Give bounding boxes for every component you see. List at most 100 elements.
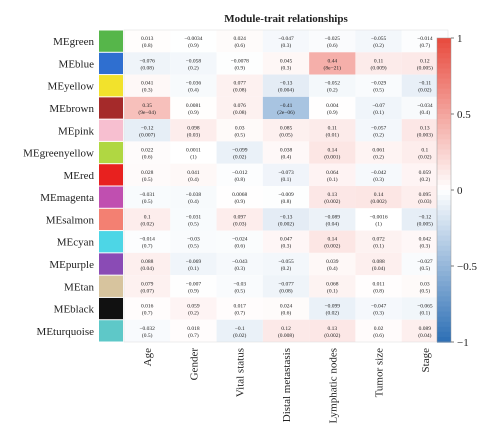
cell-pvalue: (0.7) — [142, 243, 153, 250]
cell-pvalue: (0.2) — [281, 265, 292, 272]
cell-correlation: 0.13 — [420, 125, 430, 131]
cell-correlation: 0.045 — [280, 58, 293, 64]
cell-pvalue: (0.004) — [278, 87, 294, 94]
colorbar-segment — [437, 68, 451, 75]
cell-pvalue: (0.002) — [324, 243, 340, 250]
cell-pvalue: (0.3) — [142, 87, 153, 94]
cell-correlation: 0.013 — [141, 36, 154, 42]
colorbar-segment — [437, 53, 451, 59]
heatmap-cell — [355, 163, 402, 186]
heatmap-cell — [262, 208, 310, 231]
cell-correlation: 0.061 — [372, 148, 385, 154]
cell-pvalue: (0.3) — [281, 243, 292, 250]
cell-correlation: 0.1 — [144, 214, 151, 220]
cell-correlation: −0.0078 — [231, 58, 249, 64]
colorbar-segment — [437, 255, 451, 262]
heatmap-cell — [216, 275, 263, 298]
heatmap-cell — [124, 141, 171, 164]
cell-correlation: 0.14 — [374, 192, 384, 198]
cell-pvalue: (0.6) — [327, 42, 338, 49]
cell-pvalue: (0.07) — [140, 287, 153, 294]
cell-pvalue: (0.3) — [373, 310, 384, 317]
colorbar-segment — [437, 225, 451, 232]
cell-pvalue: (0.5) — [188, 220, 199, 227]
heatmap-cell — [216, 74, 263, 97]
cell-correlation: 0.016 — [141, 304, 154, 310]
cell-correlation: 0.068 — [326, 281, 339, 287]
colorbar-segment — [437, 139, 451, 145]
cell-correlation: 0.024 — [234, 36, 247, 42]
heatmap-cell — [216, 52, 263, 75]
cell-correlation: −0.036 — [186, 81, 202, 87]
module-color-swatch — [99, 30, 123, 52]
module-color-swatch — [99, 208, 123, 231]
cell-pvalue: (0.02) — [326, 310, 339, 317]
heatmap-cell — [124, 96, 171, 120]
heatmap-cell — [216, 119, 263, 142]
cell-correlation: 0.085 — [280, 125, 293, 131]
cell-correlation: 0.028 — [141, 170, 154, 176]
cell-pvalue: (0.007) — [139, 131, 155, 138]
heatmap-cell — [401, 52, 448, 75]
colorbar-segment — [437, 331, 451, 338]
heatmap-cell — [216, 297, 263, 320]
column-label: Gender — [188, 348, 200, 381]
column-label: Tumor size — [374, 348, 386, 398]
heatmap-cell — [262, 74, 310, 97]
cell-correlation: 0.064 — [326, 170, 339, 176]
colorbar-segment — [437, 195, 451, 201]
colorbar-segment — [437, 291, 451, 297]
colorbar-segment — [437, 88, 451, 95]
heatmap-cell — [401, 186, 448, 209]
cell-correlation: −0.11 — [419, 81, 432, 87]
cell-correlation: 0.089 — [419, 326, 432, 332]
heatmap-cell — [216, 163, 263, 186]
cell-correlation: −0.024 — [232, 237, 248, 243]
cell-pvalue: (0.01) — [326, 131, 339, 138]
cell-pvalue: (0.3) — [373, 176, 384, 183]
heatmap-cell — [401, 275, 448, 298]
cell-pvalue: (0.7) — [234, 310, 245, 317]
heatmap-cell — [124, 52, 171, 75]
cell-pvalue: (0.08) — [279, 287, 292, 294]
cell-pvalue: (9e−04) — [138, 109, 156, 116]
heatmap-cell — [401, 297, 448, 320]
heatmap-cell — [124, 163, 171, 186]
cell-correlation: −0.031 — [186, 214, 202, 220]
colorbar-segment — [437, 311, 451, 318]
cell-correlation: 0.12 — [420, 58, 430, 64]
colorbar-segment — [437, 179, 451, 186]
module-color-swatch — [99, 97, 123, 119]
cell-correlation: 0.098 — [187, 125, 200, 131]
heatmap-cell — [262, 141, 310, 164]
heatmap-cell — [309, 163, 356, 186]
row-label: MEpurple — [49, 259, 94, 271]
heatmap-cell — [262, 96, 310, 120]
colorbar-segment — [437, 83, 451, 90]
cell-pvalue: (0.002) — [371, 198, 387, 205]
row-label: MEgreen — [53, 36, 94, 48]
heatmap-cell — [262, 275, 310, 298]
colorbar-segment — [437, 98, 451, 105]
cell-correlation: −0.014 — [417, 36, 433, 42]
heatmap-cell — [355, 275, 402, 298]
cell-correlation: −0.13 — [280, 81, 293, 87]
cell-correlation: 0.011 — [372, 281, 384, 287]
column-label: Vital status — [235, 348, 247, 397]
cell-pvalue: (0.6) — [234, 243, 245, 250]
colorbar-segment — [437, 205, 451, 211]
cell-pvalue: (1) — [375, 220, 382, 227]
cell-pvalue: (0.5) — [188, 243, 199, 250]
heatmap-cell — [216, 230, 263, 253]
row-label: MEyellow — [48, 81, 94, 93]
heatmap-cell — [401, 96, 448, 120]
cell-correlation: −0.07 — [372, 103, 385, 109]
cell-correlation: −0.073 — [278, 170, 294, 176]
cell-pvalue: (0.9) — [188, 109, 199, 116]
cell-pvalue: (0.2) — [188, 64, 199, 71]
cell-correlation: 0.11 — [374, 58, 384, 64]
heatmap-cell — [309, 208, 356, 231]
colorbar-segment — [437, 326, 451, 333]
heatmap-cell — [401, 319, 448, 342]
cell-correlation: −0.038 — [186, 192, 202, 198]
